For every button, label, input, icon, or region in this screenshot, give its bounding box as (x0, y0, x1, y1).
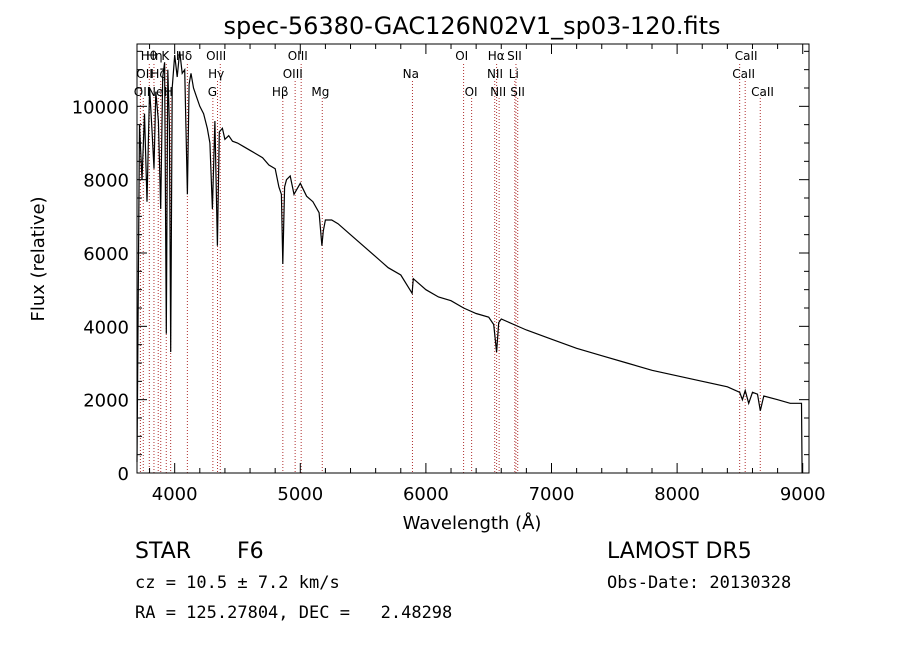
line-label: SII (507, 49, 522, 63)
line-label: NII (490, 85, 506, 99)
x-tick-label: 5000 (277, 484, 323, 505)
x-tick-label: 4000 (152, 484, 198, 505)
line-label: Li (509, 67, 519, 81)
y-axis-ticks: 0 2000 4000 6000 8000 10000 (72, 50, 809, 485)
line-label: Hη (146, 49, 163, 63)
line-label: CaII (735, 49, 758, 63)
y-tick-label: 2000 (83, 391, 129, 412)
x-tick-label: 6000 (403, 484, 449, 505)
line-label: OII (136, 67, 153, 81)
plot-frame (136, 43, 810, 474)
line-label: K (161, 49, 170, 63)
y-tick-label: 8000 (83, 171, 129, 192)
line-label: Mg (311, 85, 329, 99)
x-tick-label: 8000 (654, 484, 700, 505)
line-label: Na (403, 67, 419, 81)
line-label: OI (455, 49, 468, 63)
line-label: CaII (751, 85, 774, 99)
coordinates-text: RA = 125.27804, DEC = 2.48298 (135, 603, 453, 623)
spectral-line-markers (139, 64, 761, 473)
line-label: CaII (732, 67, 755, 81)
line-label: OIII (283, 67, 303, 81)
y-axis-label: Flux (relative) (28, 196, 49, 321)
redshift-text: cz = 10.5 ± 7.2 km/s (135, 573, 340, 593)
x-axis-ticks: 4000 5000 6000 7000 8000 9000 (149, 44, 826, 505)
line-label: OIII (288, 49, 308, 63)
y-tick-label: 0 (118, 464, 129, 485)
line-label: Hθ (141, 49, 157, 63)
y-tick-label: 4000 (83, 317, 129, 338)
object-class: STAR (135, 539, 192, 564)
line-label: Hα (488, 49, 505, 63)
spectrum-line (136, 51, 803, 474)
line-label: OIII (206, 49, 226, 63)
y-tick-label: 6000 (83, 244, 129, 265)
line-label: Hβ (272, 85, 289, 99)
line-label: NII (487, 67, 503, 81)
x-tick-label: 7000 (529, 484, 575, 505)
line-label: Hγ (208, 67, 224, 81)
line-label: G (208, 85, 217, 99)
x-tick-label: 9000 (780, 484, 826, 505)
obs-date-text: Obs-Date: 20130328 (607, 573, 792, 593)
object-subclass: F6 (237, 539, 264, 564)
line-label: OI (465, 85, 478, 99)
survey-name: LAMOST DR5 (607, 539, 752, 564)
x-axis-label: Wavelength (Å) (403, 512, 542, 534)
y-tick-label: 10000 (72, 97, 129, 118)
line-label: Hζ (150, 67, 166, 81)
line-label: SII (510, 85, 525, 99)
chart-title: spec-56380-GAC126N02V1_sp03-120.fits (224, 12, 721, 40)
